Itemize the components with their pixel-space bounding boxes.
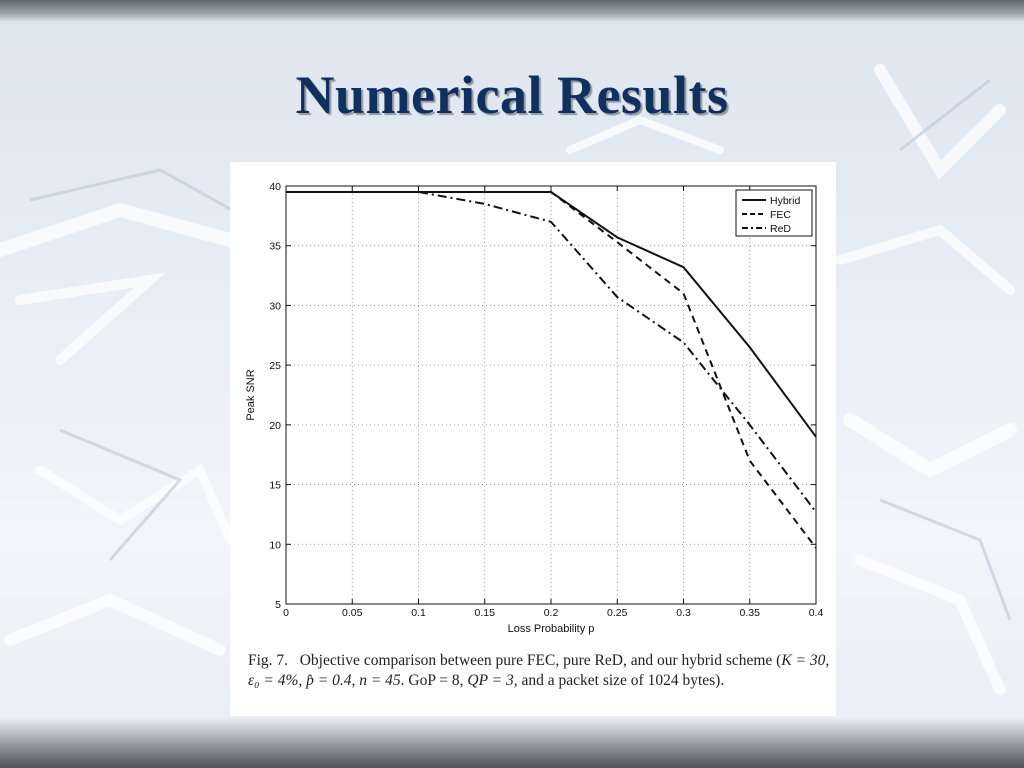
caption-text-2: . GoP = 8, (400, 672, 468, 689)
series-lines (286, 190, 817, 549)
x-tick-label: 0.4 (809, 607, 824, 619)
x-tick-label: 0.15 (475, 607, 496, 619)
slide-title: Numerical Results (295, 65, 729, 125)
x-tick-label: 0.2 (544, 607, 559, 619)
axis-ticks (285, 185, 817, 605)
y-tick-label: 10 (269, 539, 281, 551)
x-tick-label: 0.25 (607, 607, 628, 619)
y-tick-label: 40 (269, 181, 281, 193)
legend-label-fec: FEC (770, 209, 791, 221)
legend-box (735, 189, 813, 237)
legend-label-red: ReD (770, 223, 791, 235)
y-tick-label: 35 (269, 241, 281, 253)
legend: Hybrid FEC ReD (735, 189, 813, 237)
x-tick-label: 0 (283, 607, 289, 619)
y-tick-label: 30 (269, 300, 281, 312)
grid-lines (285, 185, 817, 605)
y-tick-label: 15 (269, 480, 281, 492)
line-chart: 0 0.05 0.1 0.15 0.2 0.25 0.3 0.35 0.4 5 10 15 20 25 3… (245, 181, 823, 635)
y-tick-label: 5 (275, 599, 281, 611)
y-tick-labels: 5 10 15 20 25 30 35 40 (269, 181, 281, 611)
x-tick-labels: 0 0.05 0.1 0.15 0.2 0.25 0.3 0.35 0.4 (283, 607, 823, 619)
caption-text-3: , and a packet size of 1024 bytes). (513, 672, 725, 689)
x-tick-label: 0.1 (411, 607, 426, 619)
caption-text-1: Objective comparison between pure FEC, p… (299, 652, 782, 669)
series-line-fec (286, 190, 817, 549)
y-tick-label: 25 (269, 360, 281, 372)
figure-panel: 0 0.05 0.1 0.15 0.2 0.25 0.3 0.35 0.4 5 10 15 20 25 3… (230, 162, 836, 716)
legend-label-hybrid: Hybrid (770, 195, 801, 207)
bottom-gradient-bar (0, 718, 1024, 768)
top-gradient-bar (0, 0, 1024, 22)
series-line-red (286, 190, 817, 513)
figure-caption: Fig. 7. Objective comparison between pur… (248, 651, 830, 691)
caption-math-params: K = 30, ε₀ = 4%, p̂ = 0.4, n = 45 (248, 652, 830, 689)
y-axis-label: Peak SNR (245, 369, 257, 420)
plot-frame (285, 185, 817, 605)
caption-label: Fig. 7. (248, 652, 289, 669)
y-tick-label: 20 (269, 420, 281, 432)
x-tick-label: 0.05 (342, 607, 363, 619)
caption-math-qp: QP = 3 (467, 672, 514, 689)
x-tick-label: 0.35 (740, 607, 761, 619)
x-tick-label: 0.3 (676, 607, 691, 619)
x-axis-label: Loss Probability p (508, 623, 595, 635)
